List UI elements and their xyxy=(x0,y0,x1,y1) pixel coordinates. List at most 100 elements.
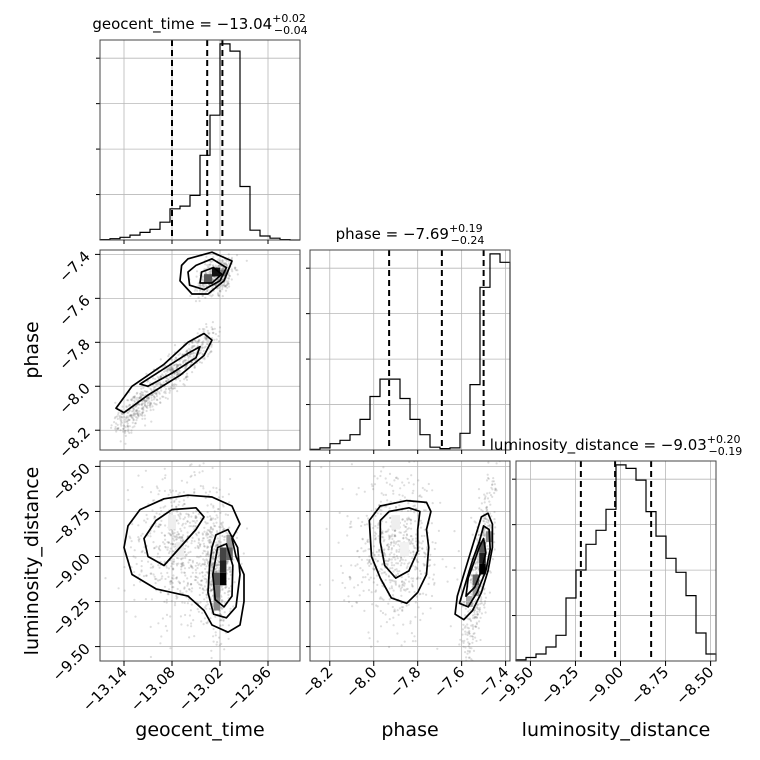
scatter-point-2-863 xyxy=(371,567,375,570)
scatter-point-2-944 xyxy=(403,520,407,523)
scatter-point-1-131 xyxy=(178,536,181,539)
scatter-point-1-570 xyxy=(168,588,171,591)
scatter-point-1-637 xyxy=(181,592,184,595)
scatter-point-0-946 xyxy=(158,381,162,384)
contour-2 xyxy=(199,266,223,284)
scatter-point-2-615 xyxy=(380,531,384,534)
scatter-point-1-281 xyxy=(204,496,207,500)
scatter-point-0-130 xyxy=(132,407,135,410)
scatter-point-2-683 xyxy=(380,572,383,575)
scatter-point-1-808 xyxy=(164,546,168,549)
scatter-point-2-1016 xyxy=(390,561,393,564)
scatter-point-2-292 xyxy=(376,526,379,529)
scatter-point-0-145 xyxy=(137,413,140,417)
scatter-point-2-527 xyxy=(425,440,427,442)
scatter-point-0-246 xyxy=(185,378,189,381)
scatter-point-1-794 xyxy=(206,553,209,556)
scatter-point-1-210 xyxy=(157,525,160,528)
scatter-point-2-314 xyxy=(388,538,391,541)
y-tick-label-phase-3: −7.6 xyxy=(55,291,93,329)
scatter-point-0-799 xyxy=(168,367,171,370)
scatter-point-1-788 xyxy=(187,513,190,517)
scatter-point-2-296 xyxy=(390,535,393,538)
scatter-point-2-879 xyxy=(469,682,471,684)
scatter-point-1-790 xyxy=(173,531,176,535)
scatter-point-0-319 xyxy=(141,394,144,397)
scatter-point-2-960 xyxy=(399,558,403,561)
scatter-point-0-1035 xyxy=(126,422,129,425)
scatter-point-2-208 xyxy=(401,580,404,583)
scatter-point-2-1001 xyxy=(372,581,375,584)
scatter-point-2-735 xyxy=(480,502,483,505)
scatter-point-1-941 xyxy=(153,517,156,520)
scatter-point-0-963 xyxy=(130,431,133,434)
scatter-point-0-789 xyxy=(174,387,177,390)
scatter-point-2-46 xyxy=(425,548,429,551)
scatter-point-1-566 xyxy=(206,600,209,603)
scatter-point-1-821 xyxy=(164,505,167,508)
scatter-point-2-272 xyxy=(398,585,401,588)
scatter-point-2-565 xyxy=(404,525,407,528)
scatter-point-1-1042 xyxy=(163,560,166,563)
scatter-point-1-283 xyxy=(185,590,188,593)
scatter-point-2-1010 xyxy=(493,548,496,551)
scatter-point-0-1003 xyxy=(130,416,133,419)
scatter-point-0-1061 xyxy=(206,355,209,358)
scatter-point-0-1031 xyxy=(132,410,135,413)
scatter-point-2-853 xyxy=(390,564,394,567)
scatter-point-1-87 xyxy=(161,617,164,620)
scatter-point-1-367 xyxy=(171,550,174,553)
scatter-point-0-144 xyxy=(134,412,137,415)
scatter-point-2-81 xyxy=(393,553,396,556)
scatter-point-2-459 xyxy=(403,531,406,534)
scatter-point-0-549 xyxy=(186,375,189,378)
scatter-point-1-77 xyxy=(212,504,215,507)
scatter-point-2-54 xyxy=(379,474,382,478)
scatter-point-0-625 xyxy=(164,387,168,391)
scatter-point-1-776 xyxy=(170,542,173,545)
scatter-point-1-73 xyxy=(210,580,213,584)
scatter-point-2-1054 xyxy=(470,577,473,581)
scatter-point-2-744 xyxy=(480,598,483,601)
scatter-point-1-1058 xyxy=(179,512,182,515)
scatter-point-0-303 xyxy=(113,421,116,424)
scatter-point-2-842 xyxy=(380,509,383,512)
scatter-point-1-976 xyxy=(227,637,230,640)
scatter-point-1-30 xyxy=(215,491,218,494)
scatter-point-0-120 xyxy=(201,294,204,297)
scatter-point-2-409 xyxy=(410,535,413,538)
scatter-point-1-286 xyxy=(210,563,213,566)
scatter-point-2-698 xyxy=(374,514,377,518)
scatter-point-1-43 xyxy=(174,601,177,605)
scatter-point-2-504 xyxy=(470,574,473,577)
scatter-point-0-99 xyxy=(134,415,138,419)
scatter-point-2-198 xyxy=(429,553,432,556)
scatter-point-1-186 xyxy=(201,539,204,542)
scatter-point-0-818 xyxy=(140,403,143,406)
panel-title-geocent_time: geocent_time = −13.04+0.02 −0.04 xyxy=(92,12,307,37)
panel-title-phase: phase = −7.69+0.19 −0.24 xyxy=(336,222,485,247)
scatter-point-0-575 xyxy=(147,396,150,399)
scatter-point-0-211 xyxy=(195,358,198,361)
scatter-point-2-609 xyxy=(423,528,426,531)
scatter-point-1-249 xyxy=(187,513,190,516)
scatter-point-2-183 xyxy=(481,510,484,513)
scatter-point-0-321 xyxy=(140,390,143,394)
scatter-point-1-273 xyxy=(190,458,192,460)
scatter-point-2-44 xyxy=(421,540,424,543)
scatter-point-1-820 xyxy=(191,520,194,523)
scatter-point-2-503 xyxy=(398,493,401,496)
scatter-point-2-451 xyxy=(474,563,477,566)
scatter-point-2-104 xyxy=(384,578,387,582)
scatter-point-0-304 xyxy=(154,403,157,406)
scatter-point-1-427 xyxy=(199,517,202,520)
scatter-point-1-731 xyxy=(213,524,216,528)
scatter-point-2-521 xyxy=(384,493,388,496)
scatter-point-1-924 xyxy=(214,545,217,548)
scatter-point-2-772 xyxy=(379,512,382,516)
scatter-point-0-844 xyxy=(171,376,174,379)
scatter-point-2-722 xyxy=(393,608,396,611)
scatter-point-0-722 xyxy=(179,363,182,366)
scatter-point-0-383 xyxy=(223,281,226,284)
scatter-point-0-501 xyxy=(185,364,188,367)
